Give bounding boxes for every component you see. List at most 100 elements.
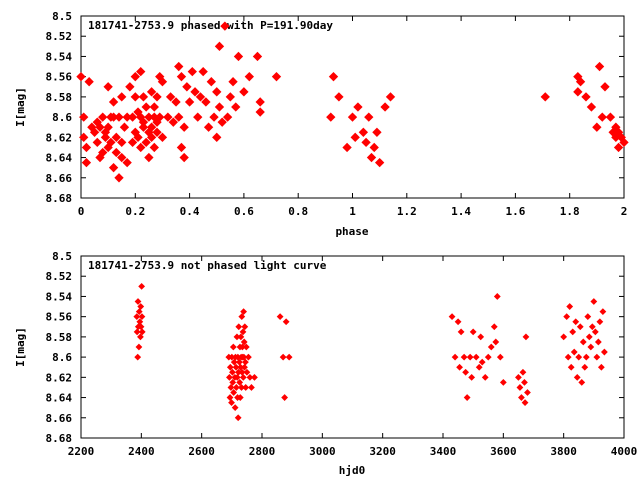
data-point [222, 112, 233, 122]
data-point [187, 66, 197, 77]
x-tick-label: 0 [78, 205, 85, 218]
y-tick-label: 8.62 [46, 131, 73, 144]
data-point [255, 107, 265, 117]
data-point [98, 112, 108, 122]
data-point [230, 358, 238, 366]
y-tick-label: 8.52 [46, 270, 73, 283]
data-point [353, 102, 363, 112]
data-point [138, 282, 146, 290]
data-point [592, 122, 602, 132]
x-tick-label: 3000 [309, 445, 336, 458]
data-point [282, 318, 290, 326]
data-point [119, 122, 130, 132]
data-point [563, 313, 571, 321]
y-tick-label: 8.5 [52, 250, 72, 263]
data-point [225, 92, 235, 102]
data-point [114, 112, 124, 122]
data-point [593, 353, 601, 361]
data-point [243, 368, 251, 376]
data-point [229, 343, 237, 351]
data-point [146, 87, 157, 97]
data-point [522, 333, 530, 341]
data-point [81, 142, 92, 153]
data-point [163, 112, 173, 122]
data-point [184, 97, 195, 107]
data-point [251, 373, 258, 381]
data-point [103, 82, 113, 92]
data-point [587, 343, 595, 351]
data-point [590, 298, 598, 305]
y-tick-label: 8.56 [46, 71, 73, 84]
x-tick-label: 1.2 [397, 205, 417, 218]
data-point [127, 112, 138, 122]
data-point [141, 137, 151, 148]
data-point [231, 404, 239, 412]
data-point [240, 353, 248, 361]
y-tick-label: 8.66 [46, 172, 73, 185]
data-point [133, 313, 141, 321]
data-point [236, 394, 244, 401]
data-point [248, 384, 255, 391]
x-tick-label: 4000 [611, 445, 638, 458]
x-tick-label: 2 [621, 205, 628, 218]
data-point [599, 308, 607, 316]
data-point [578, 378, 586, 386]
data-point [521, 399, 529, 407]
data-point [326, 112, 336, 122]
data-point [350, 132, 360, 143]
data-point [228, 353, 236, 361]
data-point [462, 368, 470, 376]
data-point [138, 122, 149, 132]
data-point [182, 82, 192, 92]
data-point [174, 112, 184, 122]
x-tick-label: 3600 [490, 445, 517, 458]
data-point [108, 97, 119, 107]
x-tick-label: 1.4 [451, 205, 471, 218]
data-point [237, 333, 245, 341]
data-point [130, 92, 140, 102]
data-point [334, 92, 344, 102]
data-point [566, 303, 574, 310]
y-tick-label: 8.66 [46, 412, 73, 425]
data-point [493, 293, 501, 300]
data-point [569, 328, 577, 336]
data-point [241, 363, 248, 371]
data-point [372, 127, 382, 137]
data-point [342, 142, 352, 153]
data-point [496, 353, 504, 361]
data-point [328, 71, 339, 82]
data-point [466, 353, 474, 361]
phased-plot: 181741-2753.9 phased with P=191.90day ph… [14, 10, 629, 238]
data-point [516, 384, 524, 391]
plot-frame [80, 255, 625, 439]
data-point [358, 127, 369, 137]
data-point [239, 87, 249, 97]
data-point [600, 82, 610, 92]
data-point [484, 353, 492, 361]
data-point [477, 333, 485, 341]
data-point [584, 313, 592, 321]
data-point [81, 157, 92, 168]
data-point [242, 343, 250, 351]
data-point [230, 389, 238, 396]
data-point [239, 373, 247, 381]
data-point [481, 373, 489, 381]
y-tick-label: 8.6 [52, 351, 72, 364]
x-tick-label: 0.2 [125, 205, 145, 218]
data-point [364, 112, 374, 122]
data-point [228, 77, 238, 87]
data-point [214, 102, 225, 112]
y-tick-label: 8.58 [46, 331, 73, 344]
phased-plot-title: 181741-2753.9 phased with P=191.90day [88, 19, 333, 32]
data-point [242, 384, 250, 391]
data-point [242, 358, 249, 366]
data-point [144, 152, 154, 163]
data-point [605, 112, 616, 122]
data-point [228, 399, 235, 407]
data-point [597, 363, 605, 371]
data-point [157, 132, 168, 143]
data-point [576, 323, 584, 331]
data-point [152, 127, 162, 137]
y-tick-label: 8.68 [46, 432, 73, 445]
